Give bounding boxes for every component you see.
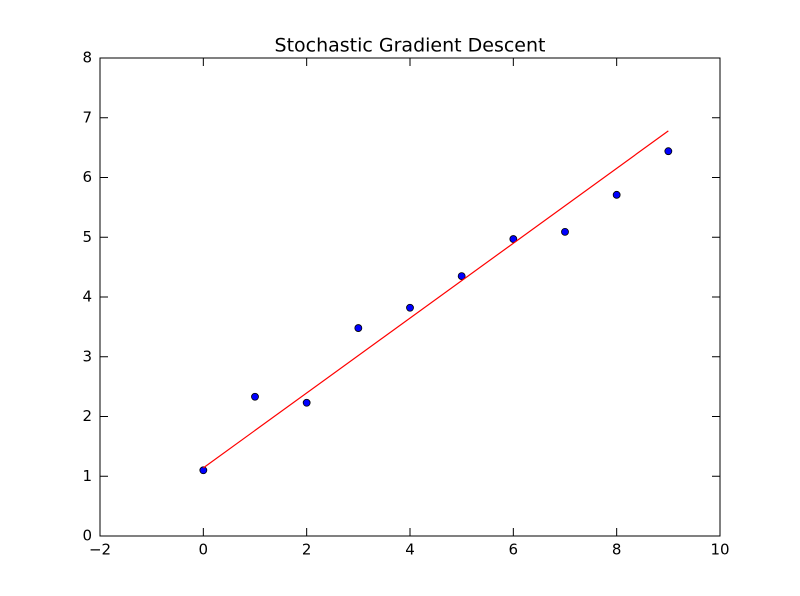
point: [354, 324, 363, 332]
y-tick-label: 4: [82, 288, 92, 306]
point: [302, 398, 311, 407]
x-tick-label: 2: [302, 541, 312, 559]
plot-frame: [99, 57, 721, 537]
point: [406, 303, 414, 312]
x-tick-label: 4: [405, 541, 415, 559]
y-tick-label: 2: [82, 407, 92, 425]
x-tick-label: 8: [612, 541, 622, 559]
y-tick-label: 6: [82, 168, 92, 186]
chart-title: Stochastic Gradient Descent: [275, 35, 546, 57]
point: [612, 190, 621, 199]
y-tick-label: 3: [82, 347, 92, 365]
point: [199, 466, 208, 475]
point: [664, 147, 673, 156]
x-tick-label: 0: [199, 541, 209, 559]
x-tick-label: 10: [710, 541, 729, 559]
point: [457, 272, 466, 280]
y-tick-label: 1: [82, 467, 92, 485]
y-tick-label: 0: [82, 527, 92, 545]
x-tick-label: −2: [89, 541, 111, 559]
x-tick-label: 6: [509, 541, 519, 559]
point: [561, 227, 569, 236]
point: [251, 392, 259, 401]
line: [202, 130, 669, 469]
y-tick-label: 8: [82, 49, 92, 67]
y-tick-label: 7: [82, 108, 92, 126]
y-tick-label: 5: [82, 228, 92, 246]
